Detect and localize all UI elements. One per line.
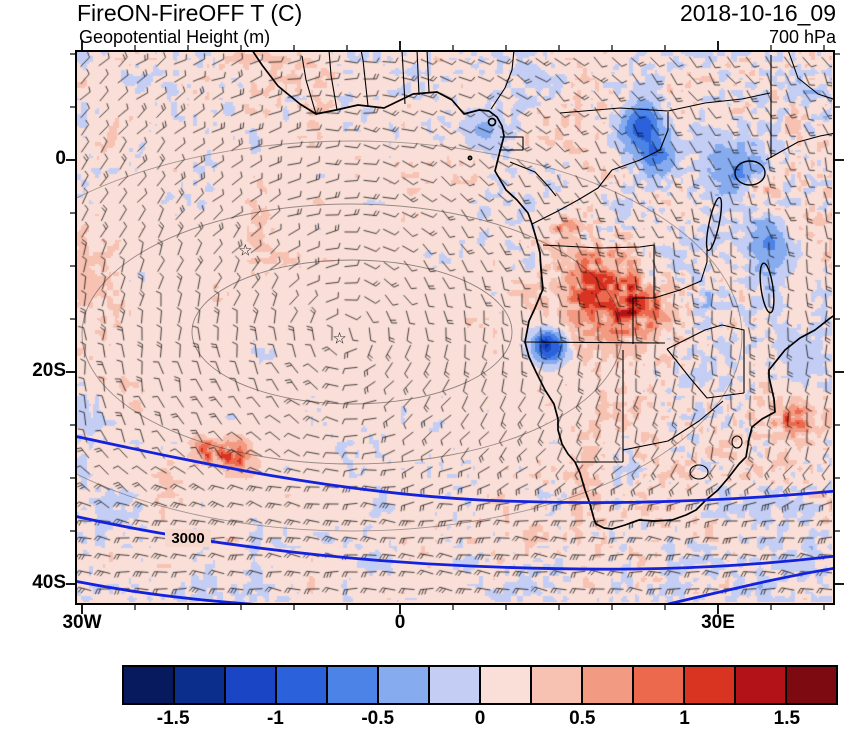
colorbar-box: [785, 665, 838, 705]
x-axis-label: 30W: [62, 612, 102, 633]
x-axis-label: 30E: [701, 612, 735, 633]
colorbar-box: [224, 665, 277, 705]
colorbar-label: 0: [474, 708, 486, 729]
y-axis-label: 40S: [32, 572, 66, 593]
colorbar-box: [632, 665, 685, 705]
colorbar-box: [377, 665, 430, 705]
plot-subtitle: Geopotential Height (m): [79, 27, 271, 47]
temperature-difference-field: [77, 52, 832, 602]
colorbar-box: [326, 665, 379, 705]
colorbar-label: 0.5: [569, 708, 596, 729]
colorbar-box: [734, 665, 787, 705]
colorbar-box: [428, 665, 481, 705]
colorbar-box: [275, 665, 328, 705]
map-panel: [75, 50, 835, 605]
y-axis-label: 0: [55, 148, 66, 169]
colorbar-box: [122, 665, 175, 705]
plot-title: FireON-FireOFF T (C): [77, 0, 303, 26]
colorbar-box: [683, 665, 736, 705]
colorbar-label: -0.5: [361, 708, 395, 729]
colorbar-label: -1.5: [156, 708, 190, 729]
plot-datetime: 2018-10-16_09: [679, 0, 836, 26]
colorbar-label: 1: [679, 708, 690, 729]
x-axis-label: 0: [394, 612, 406, 633]
y-axis-label: 20S: [32, 360, 66, 381]
colorbar: [122, 665, 838, 705]
colorbar-label: -1: [266, 708, 284, 729]
colorbar-label: 1.5: [773, 708, 801, 729]
colorbar-box: [479, 665, 532, 705]
colorbar-box: [530, 665, 583, 705]
pressure-level-label: 700 hPa: [768, 27, 836, 47]
colorbar-labels: -1.5 -1 -0.5 0 0.5 1 1.5: [122, 708, 838, 734]
colorbar-box: [581, 665, 634, 705]
colorbar-box: [173, 665, 226, 705]
